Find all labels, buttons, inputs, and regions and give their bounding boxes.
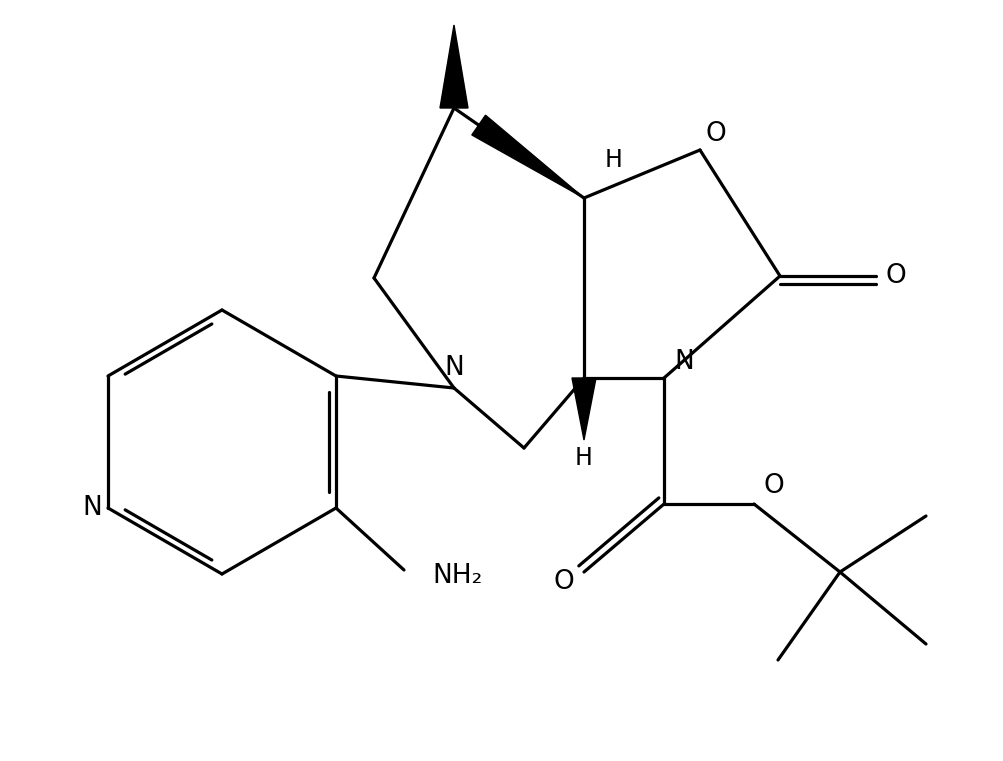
Polygon shape <box>471 115 584 198</box>
Text: O: O <box>763 473 783 499</box>
Text: N: N <box>673 349 693 375</box>
Text: H: H <box>605 148 622 172</box>
Text: N: N <box>82 495 101 521</box>
Text: H: H <box>575 446 593 470</box>
Text: NH₂: NH₂ <box>431 563 481 589</box>
Polygon shape <box>572 378 596 440</box>
Text: N: N <box>443 355 463 381</box>
Text: O: O <box>705 121 725 147</box>
Polygon shape <box>439 25 467 108</box>
Text: O: O <box>885 263 906 289</box>
Text: O: O <box>553 569 574 595</box>
